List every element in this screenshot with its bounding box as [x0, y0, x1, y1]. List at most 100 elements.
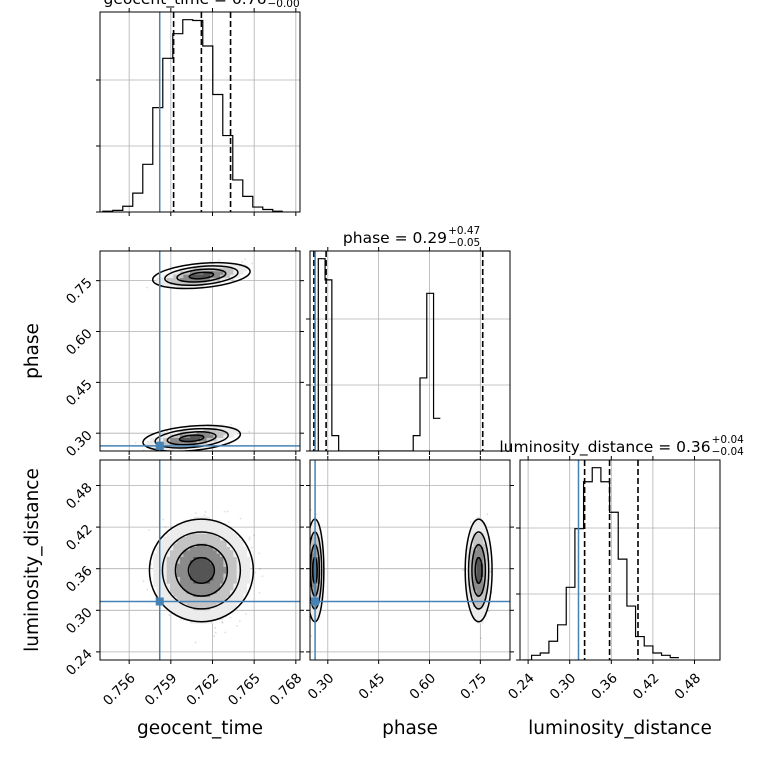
density-cell [156, 586, 161, 591]
density-cell [476, 533, 481, 537]
density-cell [180, 550, 184, 554]
x-tick-label: 0.768 [267, 670, 306, 709]
density-cell [183, 616, 187, 621]
density-cell [176, 590, 181, 594]
density-cell [196, 550, 201, 554]
density-cell [316, 606, 321, 611]
x-tick-label: 0.30 [547, 670, 580, 703]
density-cell [213, 434, 217, 438]
density-cell [240, 566, 244, 571]
density-cell [210, 530, 214, 534]
sample-point [203, 514, 206, 517]
density-cell [236, 536, 241, 541]
density-cell [230, 427, 234, 432]
density-cell [206, 570, 211, 574]
density-cell [180, 274, 184, 278]
x-tick-label: 0.759 [142, 670, 181, 709]
density-cell [213, 553, 217, 557]
density-cell [236, 573, 241, 577]
density-cell [180, 576, 184, 581]
density-cell [193, 274, 197, 278]
density-cell [206, 550, 211, 554]
density-cell [180, 570, 184, 574]
density-cell [166, 596, 171, 601]
density-cell [170, 540, 174, 544]
density-cell [220, 593, 224, 597]
density-cell [193, 563, 197, 567]
density-cell [166, 576, 171, 581]
density-cell [203, 434, 207, 438]
density-cell [203, 590, 207, 594]
density-cell [210, 593, 214, 597]
density-cell [240, 556, 244, 561]
density-cell [156, 590, 161, 594]
density-cell [180, 580, 184, 584]
density-cell [186, 576, 191, 581]
density-cell [193, 573, 197, 577]
density-cell [216, 560, 221, 564]
density-cell [173, 530, 177, 534]
sample-point [224, 631, 227, 634]
density-cell [196, 566, 201, 571]
density-cell [200, 281, 204, 285]
density-cell [316, 546, 321, 551]
density-cell [310, 540, 314, 544]
density-cell [203, 526, 207, 531]
density-cell [160, 277, 164, 282]
density-cell [486, 590, 491, 594]
density-cell [473, 583, 477, 587]
density-cell [240, 271, 244, 275]
density-cell [466, 543, 471, 547]
density-cell [200, 563, 204, 567]
density-cell [206, 520, 211, 524]
density-cell [210, 583, 214, 587]
density-cell [243, 590, 247, 594]
density-cell [160, 437, 164, 442]
density-cell [186, 613, 191, 617]
density-cell [206, 553, 211, 557]
density-cell [203, 281, 207, 285]
title-plus: +0.47 [448, 225, 480, 237]
density-cell [156, 560, 161, 564]
density-cell [176, 441, 181, 445]
density-cell [193, 603, 197, 607]
density-cell [206, 596, 211, 601]
contour-line [174, 544, 229, 597]
x-axis-label-phase: phase [382, 718, 438, 739]
density-cell [206, 603, 211, 607]
density-cell [176, 606, 181, 611]
density-cell [466, 590, 471, 594]
panel-title-geocent_time: geocent_time = 0.76+0.00−0.00 [104, 0, 300, 10]
density-cell [180, 596, 184, 601]
density-cell [183, 563, 187, 567]
density-cell [166, 570, 171, 574]
density-cell [163, 560, 167, 564]
density-cell [213, 560, 217, 564]
density-cell [196, 603, 201, 607]
density-cell [220, 560, 224, 564]
density-cell [220, 613, 224, 617]
sample-point [244, 258, 247, 261]
density-cell [213, 566, 217, 571]
density-cell [230, 580, 234, 584]
density-cell [190, 271, 194, 275]
density-cell [196, 563, 201, 567]
density-cell [223, 563, 227, 567]
density-cell [156, 277, 161, 282]
density-cell [236, 576, 241, 581]
density-cell [480, 583, 484, 587]
density-cell [173, 543, 177, 547]
density-cell [206, 424, 211, 428]
density-cell [210, 533, 214, 537]
y-tick-label: 0.42 [63, 521, 96, 554]
sample-point [489, 570, 492, 573]
density-cell [206, 526, 211, 531]
density-cell [170, 566, 174, 571]
density-cell [230, 590, 234, 594]
density-cell [233, 570, 237, 574]
density-cell [206, 533, 211, 537]
density-cell [226, 533, 231, 537]
density-cell [173, 271, 177, 275]
density-cell [170, 560, 174, 564]
density-cell [180, 610, 184, 614]
